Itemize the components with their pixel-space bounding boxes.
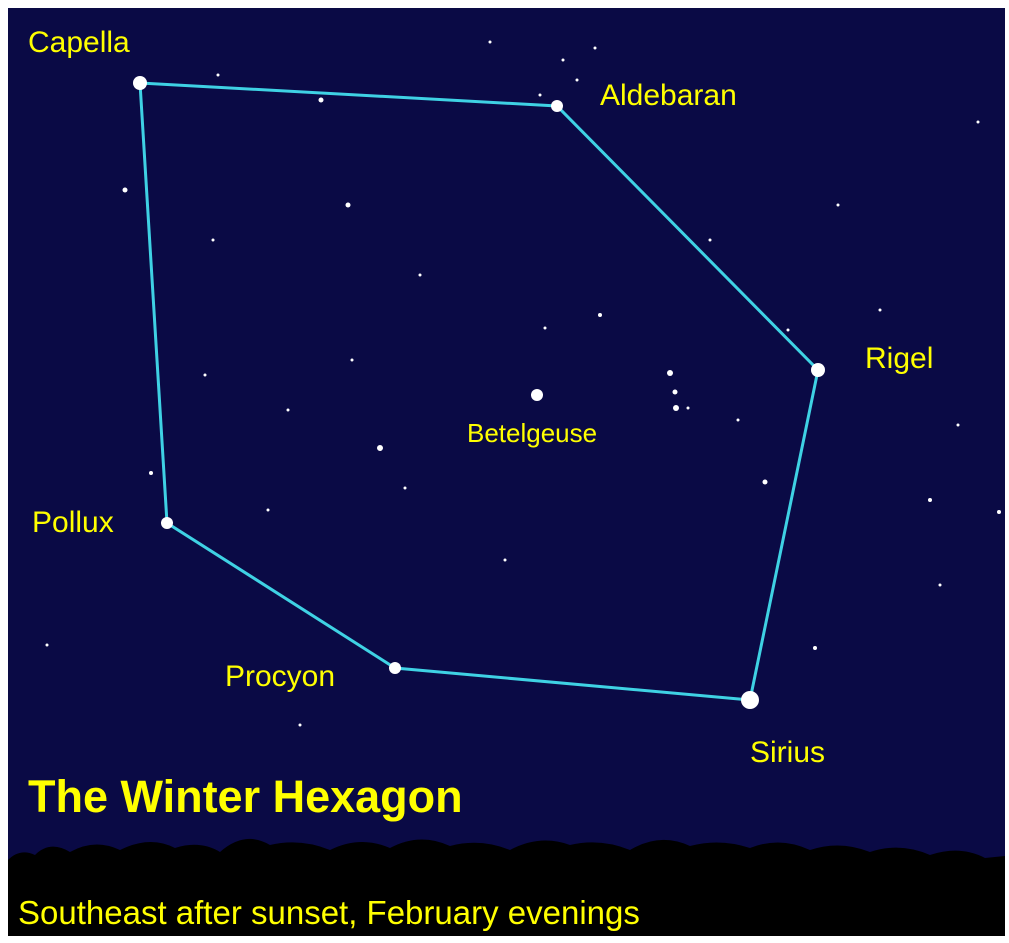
star-label: Betelgeuse <box>467 418 597 448</box>
star-label: Rigel <box>865 342 933 375</box>
page: Capella Aldebaran Rigel Sirius Procyon P… <box>0 0 1009 943</box>
star-label: Sirius <box>750 736 825 769</box>
star-label: Pollux <box>32 506 114 539</box>
star-label: Capella <box>28 26 130 59</box>
star-label: Aldebaran <box>600 79 737 112</box>
subtitle: Southeast after sunset, February evening… <box>18 894 640 931</box>
star-label: Procyon <box>225 660 335 693</box>
star-map: Capella Aldebaran Rigel Sirius Procyon P… <box>0 0 1009 943</box>
title: The Winter Hexagon <box>28 771 463 822</box>
